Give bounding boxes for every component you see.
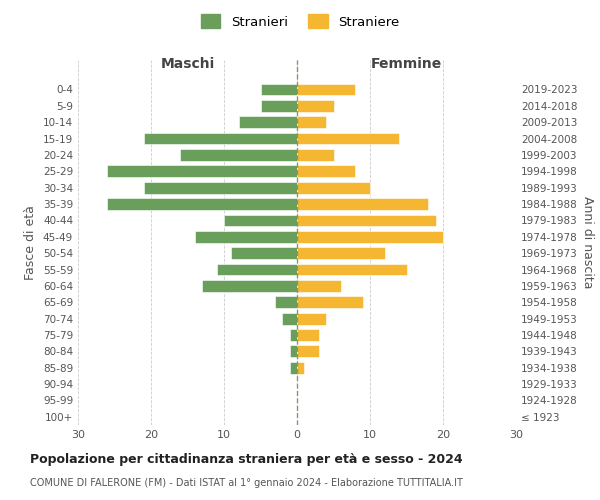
Y-axis label: Anni di nascita: Anni di nascita bbox=[581, 196, 594, 289]
Y-axis label: Fasce di età: Fasce di età bbox=[25, 205, 37, 280]
Bar bbox=[180, 149, 297, 161]
Bar bbox=[290, 346, 297, 357]
Text: COMUNE DI FALERONE (FM) - Dati ISTAT al 1° gennaio 2024 - Elaborazione TUTTITALI: COMUNE DI FALERONE (FM) - Dati ISTAT al … bbox=[30, 478, 463, 488]
Bar bbox=[297, 84, 355, 96]
Bar bbox=[195, 231, 297, 242]
Bar bbox=[107, 166, 297, 177]
Bar bbox=[297, 312, 326, 324]
Bar bbox=[283, 312, 297, 324]
Bar bbox=[260, 100, 297, 112]
Text: Popolazione per cittadinanza straniera per età e sesso - 2024: Popolazione per cittadinanza straniera p… bbox=[30, 452, 463, 466]
Bar bbox=[202, 280, 297, 292]
Bar bbox=[297, 116, 326, 128]
Text: Femmine: Femmine bbox=[371, 58, 442, 71]
Bar bbox=[297, 280, 341, 292]
Bar bbox=[232, 247, 297, 259]
Bar bbox=[290, 329, 297, 341]
Bar bbox=[297, 362, 304, 374]
Bar bbox=[239, 116, 297, 128]
Bar bbox=[297, 198, 428, 210]
Bar bbox=[297, 231, 443, 242]
Bar bbox=[297, 329, 319, 341]
Bar bbox=[297, 166, 355, 177]
Bar bbox=[217, 264, 297, 276]
Bar bbox=[260, 84, 297, 96]
Text: Maschi: Maschi bbox=[160, 58, 215, 71]
Bar bbox=[297, 100, 334, 112]
Bar bbox=[297, 296, 362, 308]
Bar bbox=[144, 182, 297, 194]
Bar bbox=[275, 296, 297, 308]
Bar bbox=[297, 132, 399, 144]
Bar bbox=[297, 149, 334, 161]
Bar bbox=[297, 264, 407, 276]
Bar bbox=[297, 247, 385, 259]
Bar bbox=[224, 214, 297, 226]
Bar bbox=[107, 198, 297, 210]
Bar bbox=[297, 214, 436, 226]
Legend: Stranieri, Straniere: Stranieri, Straniere bbox=[196, 9, 404, 34]
Bar bbox=[297, 346, 319, 357]
Bar bbox=[290, 362, 297, 374]
Bar bbox=[297, 182, 370, 194]
Bar bbox=[144, 132, 297, 144]
